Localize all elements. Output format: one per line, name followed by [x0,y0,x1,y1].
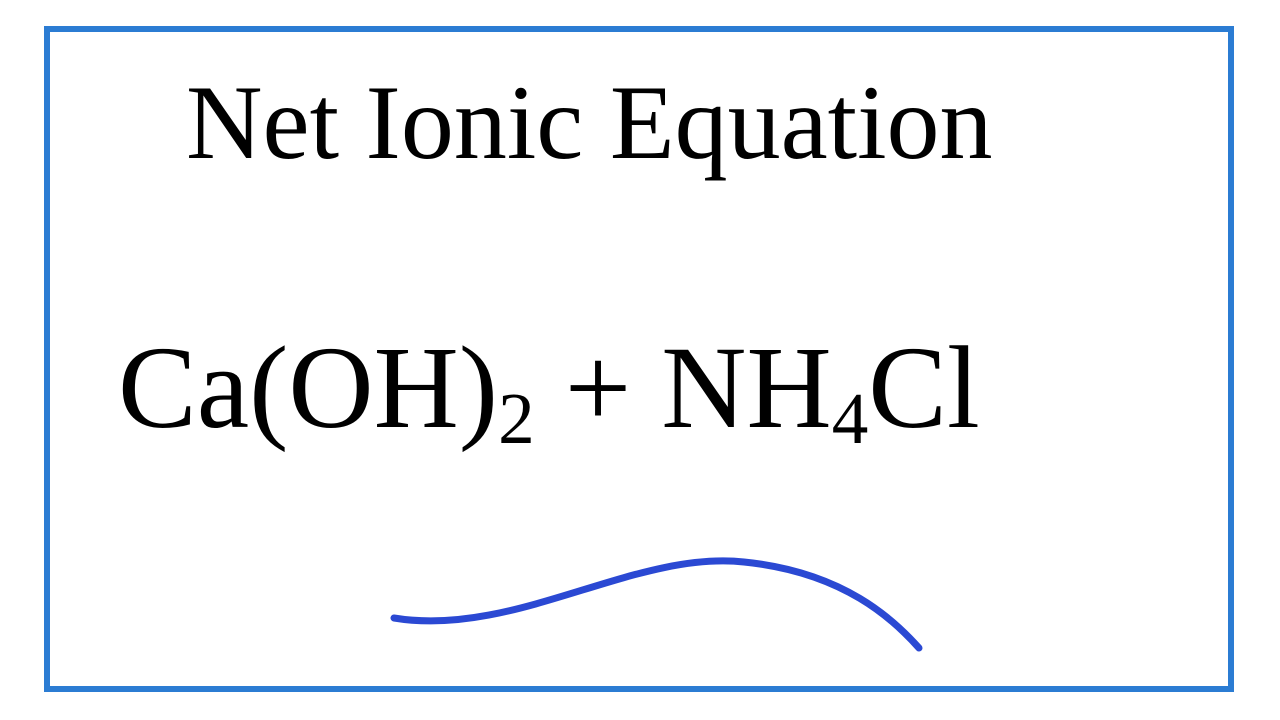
formula-subscript: 4 [832,377,869,461]
diagram-title: Net Ionic Equation [186,62,993,184]
underline-swoosh [374,540,934,660]
formula-operator: + [565,320,632,456]
chemical-formula: Ca(OH)2+NH4Cl [118,320,980,456]
formula-term: Ca(OH) [118,320,498,456]
formula-term: NH [661,320,831,456]
swoosh-path [394,561,919,648]
formula-term: Cl [868,320,980,456]
formula-subscript: 2 [498,377,535,461]
